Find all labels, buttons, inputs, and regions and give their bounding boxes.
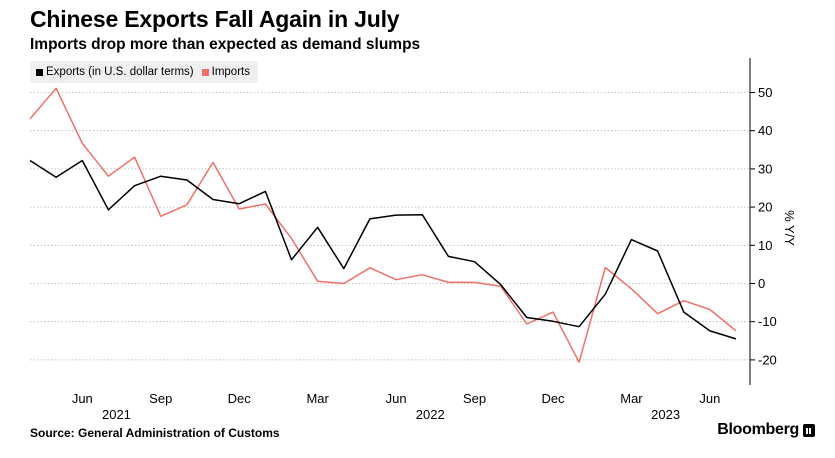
x-tick-label: Mar [620,391,643,406]
y-tick-label: 40 [758,123,772,138]
x-tick-label: Sep [463,391,486,406]
x-year-label: 2022 [416,407,445,422]
chart-subtitle: Imports drop more than expected as deman… [30,36,421,53]
series-line-exports [29,159,737,340]
bloomberg-terminal-icon [803,424,815,437]
legend-item-exports: Exports (in U.S. dollar terms) [36,66,194,78]
y-tick-label: 0 [758,276,765,291]
x-tick-label: Jun [699,391,720,406]
grid-lines [30,92,750,361]
y-tick-label: 30 [758,161,772,176]
x-tick-label: Mar [306,391,329,406]
y-tick-label: -10 [758,314,777,329]
x-year-label: 2021 [102,407,131,422]
legend: Exports (in U.S. dollar terms) Imports [30,61,258,83]
chart-title: Chinese Exports Fall Again in July [30,6,400,32]
legend-swatch-exports [36,68,43,76]
y-tick-label: 10 [758,238,772,253]
series-line-imports [29,87,737,363]
x-tick-label: Jun [386,391,407,406]
legend-label-imports: Imports [211,66,250,78]
legend-swatch-imports [201,68,209,76]
axes: -20 -10 0 10 20 30 40 50 % Y/Y Jun Sep Dec Mar Jun Sep… [72,58,797,422]
bloomberg-logo: Bloomberg [717,421,799,438]
y-tick-label: 20 [758,200,772,215]
x-tick-label: Sep [149,391,172,406]
source-note: Source: General Administration of Custom… [30,426,280,440]
legend-label-exports: Exports (in U.S. dollar terms) [46,66,194,78]
legend-item-imports: Imports [201,66,250,78]
x-tick-label: Dec [228,391,252,406]
y-axis-label: % Y/Y [782,210,797,246]
y-tick-label: -20 [758,352,777,367]
x-tick-label: Dec [541,391,565,406]
y-tick-label: 50 [758,85,772,100]
series-lines [29,87,737,363]
x-year-label: 2023 [651,407,680,422]
x-tick-label: Jun [72,391,93,406]
